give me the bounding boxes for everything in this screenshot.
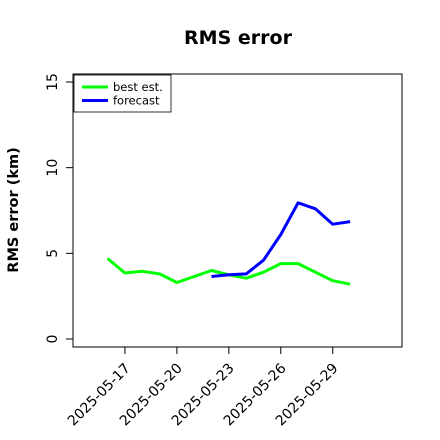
y-axis: 0 5 10 15 — [45, 73, 73, 343]
plot-frame — [72, 73, 403, 348]
legend: best est.forecast — [73, 74, 172, 113]
legend-box — [73, 74, 172, 113]
y-axis-label: RMS error (km) — [6, 147, 22, 272]
y-tick-label: 5 — [45, 249, 61, 258]
y-tick-label: 10 — [45, 159, 61, 177]
y-tick-label: 0 — [45, 335, 61, 344]
chart-title: RMS error — [184, 27, 293, 49]
legend-label: best est. — [113, 80, 163, 94]
series-line-forecast — [211, 201, 351, 278]
series-layer — [106, 201, 351, 286]
y-tick-label: 15 — [45, 73, 61, 91]
legend-label: forecast — [113, 94, 160, 108]
